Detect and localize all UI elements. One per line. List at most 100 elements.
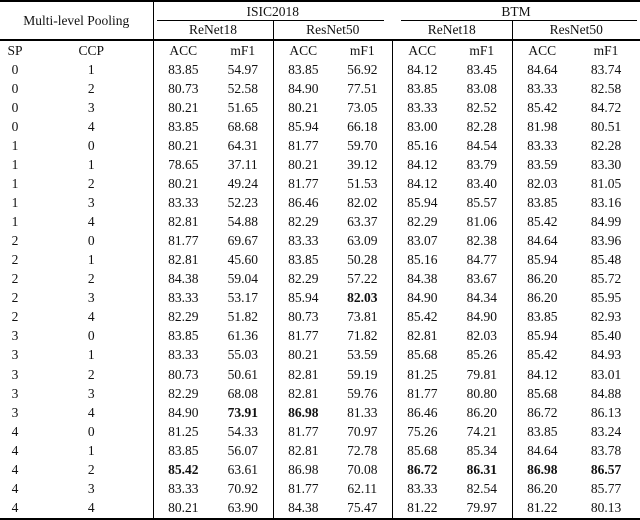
- cell-metric: 53.59: [347, 347, 378, 363]
- cell-metric: 73.91: [227, 404, 258, 420]
- pooling-header-cell: Multi-level Pooling: [23, 12, 130, 28]
- cell-sp: 1: [11, 175, 19, 191]
- cell-metric: 82.03: [511, 174, 573, 194]
- cell-metric: 84.38: [272, 498, 333, 519]
- table-row: 1 1 78.65 37.11 80.21 39.12 84.12 83.79 83.59 83.…: [0, 155, 640, 175]
- metric-header: mF1: [333, 39, 393, 60]
- table-row: 2 1 82.81 45.60 83.85 50.28 85.16 84.77 85.94 85.…: [0, 250, 640, 270]
- cell-metric: 83.45: [466, 61, 497, 77]
- cell-sp: 2: [11, 271, 19, 287]
- cell-metric: 81.05: [590, 175, 622, 191]
- table-row: 0 3 80.21 51.65 80.21 73.05 83.33 82.52 85.42 84.…: [0, 98, 640, 118]
- cell-metric: 83.78: [590, 442, 622, 458]
- cell-metric: 84.12: [391, 155, 453, 175]
- cell-metric: 64.31: [227, 137, 258, 153]
- cell-metric: 85.68: [391, 345, 453, 365]
- cell-metric: 83.85: [272, 250, 333, 270]
- cell-metric: 86.57: [590, 461, 622, 477]
- cell-metric: 82.29: [391, 212, 453, 232]
- cell-metric: 85.77: [590, 480, 622, 496]
- table-row: 3 0 83.85 61.36 81.77 71.82 82.81 82.03 85.94 85.…: [0, 326, 640, 346]
- cell-ccp: 2: [87, 461, 95, 477]
- cell-metric: 83.74: [590, 61, 622, 77]
- cell-ccp: 4: [87, 118, 95, 134]
- cell-ccp: 3: [87, 480, 95, 496]
- cell-metric: 54.33: [227, 423, 258, 439]
- cell-metric: 85.72: [590, 271, 622, 287]
- cell-metric: 86.20: [466, 404, 497, 420]
- cell-metric: 86.46: [391, 403, 453, 423]
- cell-metric: 80.80: [466, 385, 497, 401]
- cell-metric: 83.33: [152, 288, 213, 308]
- metric-header: ACC: [511, 39, 573, 60]
- cell-metric: 84.90: [466, 309, 497, 325]
- cell-metric: 68.68: [227, 118, 258, 134]
- cell-metric: 82.28: [590, 137, 622, 153]
- cell-sp: 4: [11, 423, 19, 439]
- cell-sp: 3: [11, 347, 19, 363]
- cell-metric: 85.16: [391, 250, 453, 270]
- cell-metric: 81.98: [511, 117, 573, 137]
- cell-metric: 82.81: [152, 250, 213, 270]
- cell-metric: 79.97: [466, 500, 497, 516]
- cell-metric: 56.92: [347, 61, 378, 77]
- cell-metric: 82.29: [152, 384, 213, 404]
- cell-metric: 82.29: [272, 269, 333, 289]
- cell-metric: 83.85: [152, 60, 213, 80]
- cell-sp: 4: [11, 461, 19, 477]
- cell-sp: 2: [11, 233, 19, 249]
- cell-metric: 82.29: [272, 212, 333, 232]
- cell-metric: 81.25: [391, 365, 453, 385]
- cell-ccp: 4: [87, 404, 95, 420]
- cell-ccp: 0: [87, 137, 95, 153]
- cell-metric: 56.07: [227, 442, 258, 458]
- cell-metric: 83.59: [511, 155, 573, 175]
- cell-metric: 82.03: [347, 290, 378, 306]
- cell-metric: 74.21: [466, 423, 497, 439]
- cell-metric: 83.85: [391, 79, 453, 99]
- cell-metric: 70.08: [347, 461, 378, 477]
- cmidrule-btm: [401, 20, 638, 21]
- cell-metric: 83.33: [511, 79, 573, 99]
- cell-metric: 70.92: [227, 480, 258, 496]
- cell-metric: 83.85: [152, 326, 213, 346]
- cell-metric: 84.34: [466, 290, 497, 306]
- cell-metric: 85.42: [152, 460, 213, 480]
- cell-metric: 82.81: [272, 365, 333, 385]
- cell-metric: 70.97: [347, 423, 378, 439]
- cell-metric: 85.48: [590, 252, 622, 268]
- cell-metric: 55.03: [227, 347, 258, 363]
- cell-metric: 75.47: [347, 500, 378, 516]
- metric-header: mF1: [452, 39, 513, 60]
- table-row: 1 4 82.81 54.88 82.29 63.37 82.29 81.06 85.42 84.…: [0, 212, 640, 232]
- sp-header: SP: [0, 39, 30, 60]
- cell-metric: 83.33: [391, 479, 453, 499]
- cell-metric: 85.26: [466, 347, 497, 363]
- cell-metric: 83.85: [511, 193, 573, 213]
- cell-metric: 85.42: [511, 212, 573, 232]
- cell-metric: 54.88: [227, 214, 258, 230]
- metric-header: mF1: [572, 39, 640, 60]
- model-header-btm-renet18: ReNet18: [427, 22, 476, 37]
- cell-metric: 82.58: [590, 80, 622, 96]
- cell-ccp: 3: [87, 194, 95, 210]
- cell-metric: 80.21: [152, 136, 213, 156]
- cell-metric: 84.77: [466, 252, 497, 268]
- cell-sp: 3: [11, 385, 19, 401]
- cell-metric: 57.22: [347, 271, 378, 287]
- cell-sp: 3: [11, 328, 19, 344]
- cell-metric: 51.53: [347, 175, 378, 191]
- cell-metric: 86.98: [272, 403, 333, 423]
- cell-sp: 2: [11, 290, 19, 306]
- cell-metric: 80.73: [272, 307, 333, 327]
- cell-metric: 63.09: [347, 233, 378, 249]
- cell-metric: 86.98: [511, 460, 573, 480]
- table-row: 3 2 80.73 50.61 82.81 59.19 81.25 79.81 84.12 83.…: [0, 365, 640, 385]
- cell-metric: 59.76: [347, 385, 378, 401]
- cell-metric: 84.12: [391, 60, 453, 80]
- cell-metric: 86.98: [272, 460, 333, 480]
- dataset-label: BTM: [501, 3, 531, 19]
- cell-metric: 80.13: [590, 500, 622, 516]
- cell-metric: 81.06: [466, 214, 497, 230]
